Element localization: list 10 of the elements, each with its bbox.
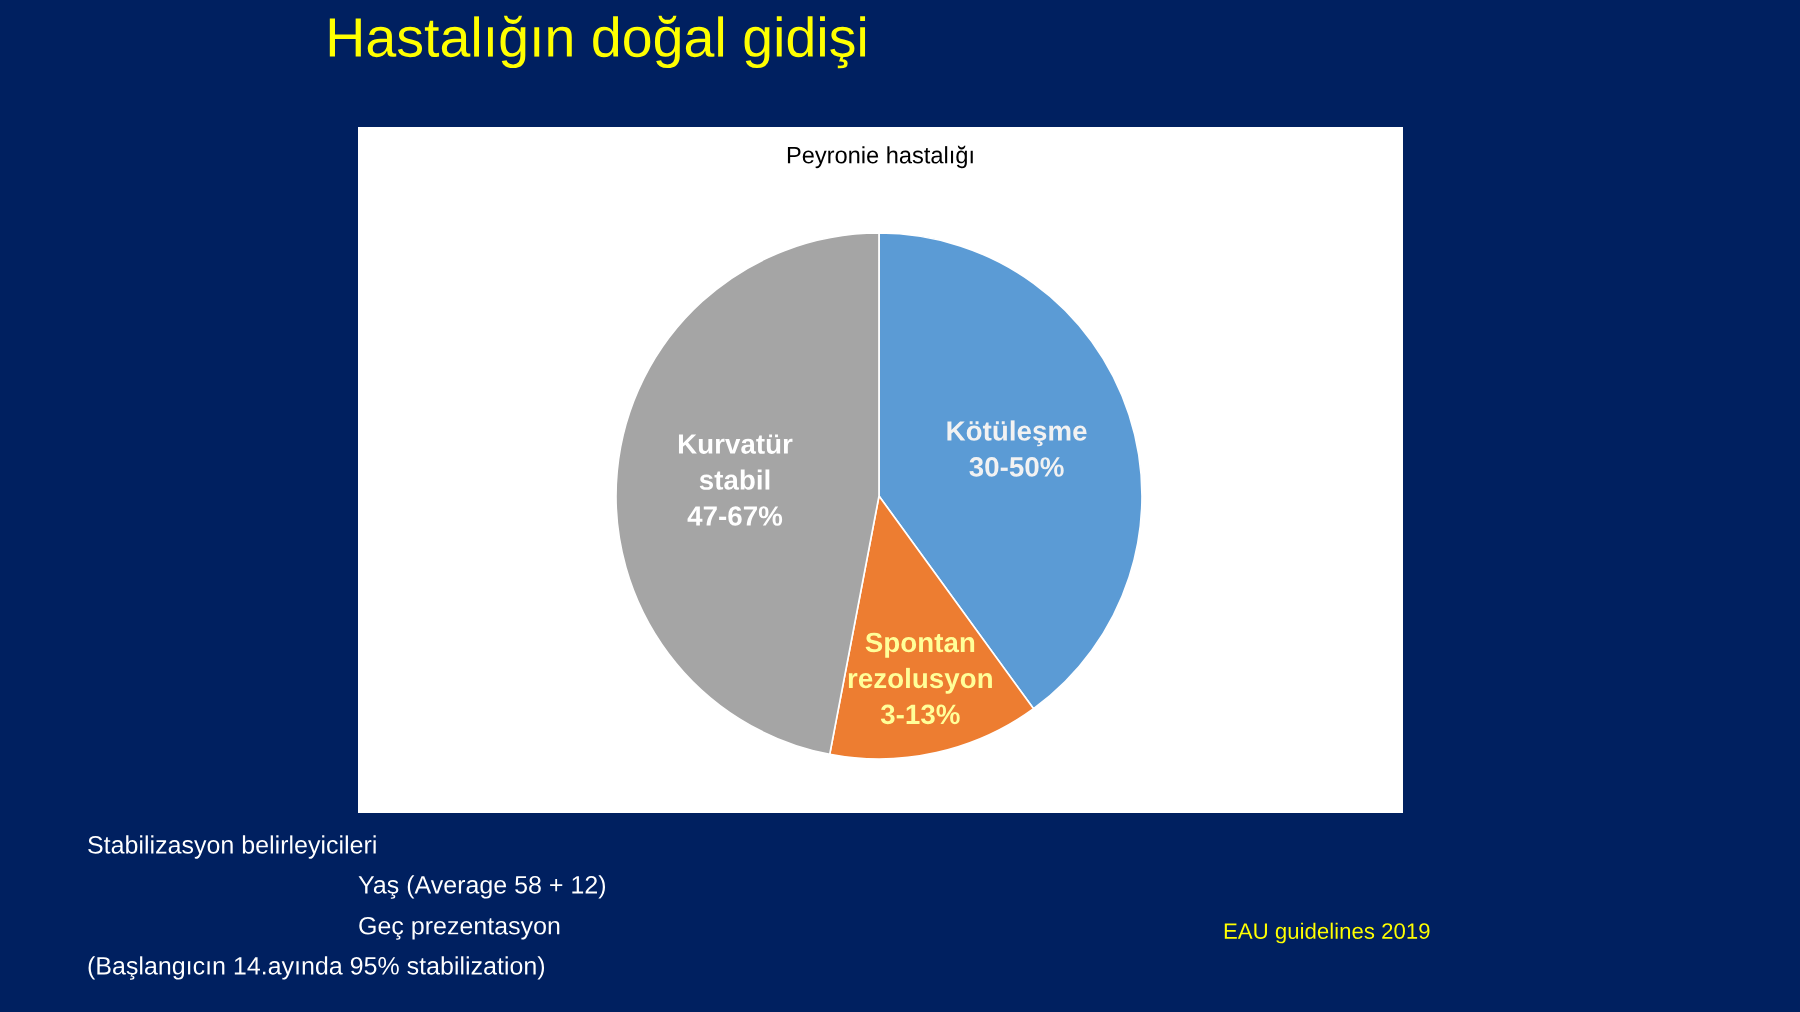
text: EAU guidelines 2019 [1224, 922, 1430, 944]
slice-label: Kötüleşme 30-50% [947, 420, 1087, 477]
text: Yaş (Average 58 + 12) [358, 875, 606, 899]
chart-title: Hastalığın doğal gidişi [329, 15, 866, 69]
slice-label: Spontan rezolusyon 3-13% [848, 632, 992, 725]
text: Geç prezentasyon [359, 916, 560, 940]
slice-label: Kurvatür stabil 47-67% [678, 434, 793, 526]
text: Stabilizasyon belirleyicileri [88, 835, 376, 859]
chart-subtitle: Peyronie hastalığı [787, 145, 973, 169]
text: (Başlangıcın 14.ayında 95% stabilization) [88, 956, 545, 980]
